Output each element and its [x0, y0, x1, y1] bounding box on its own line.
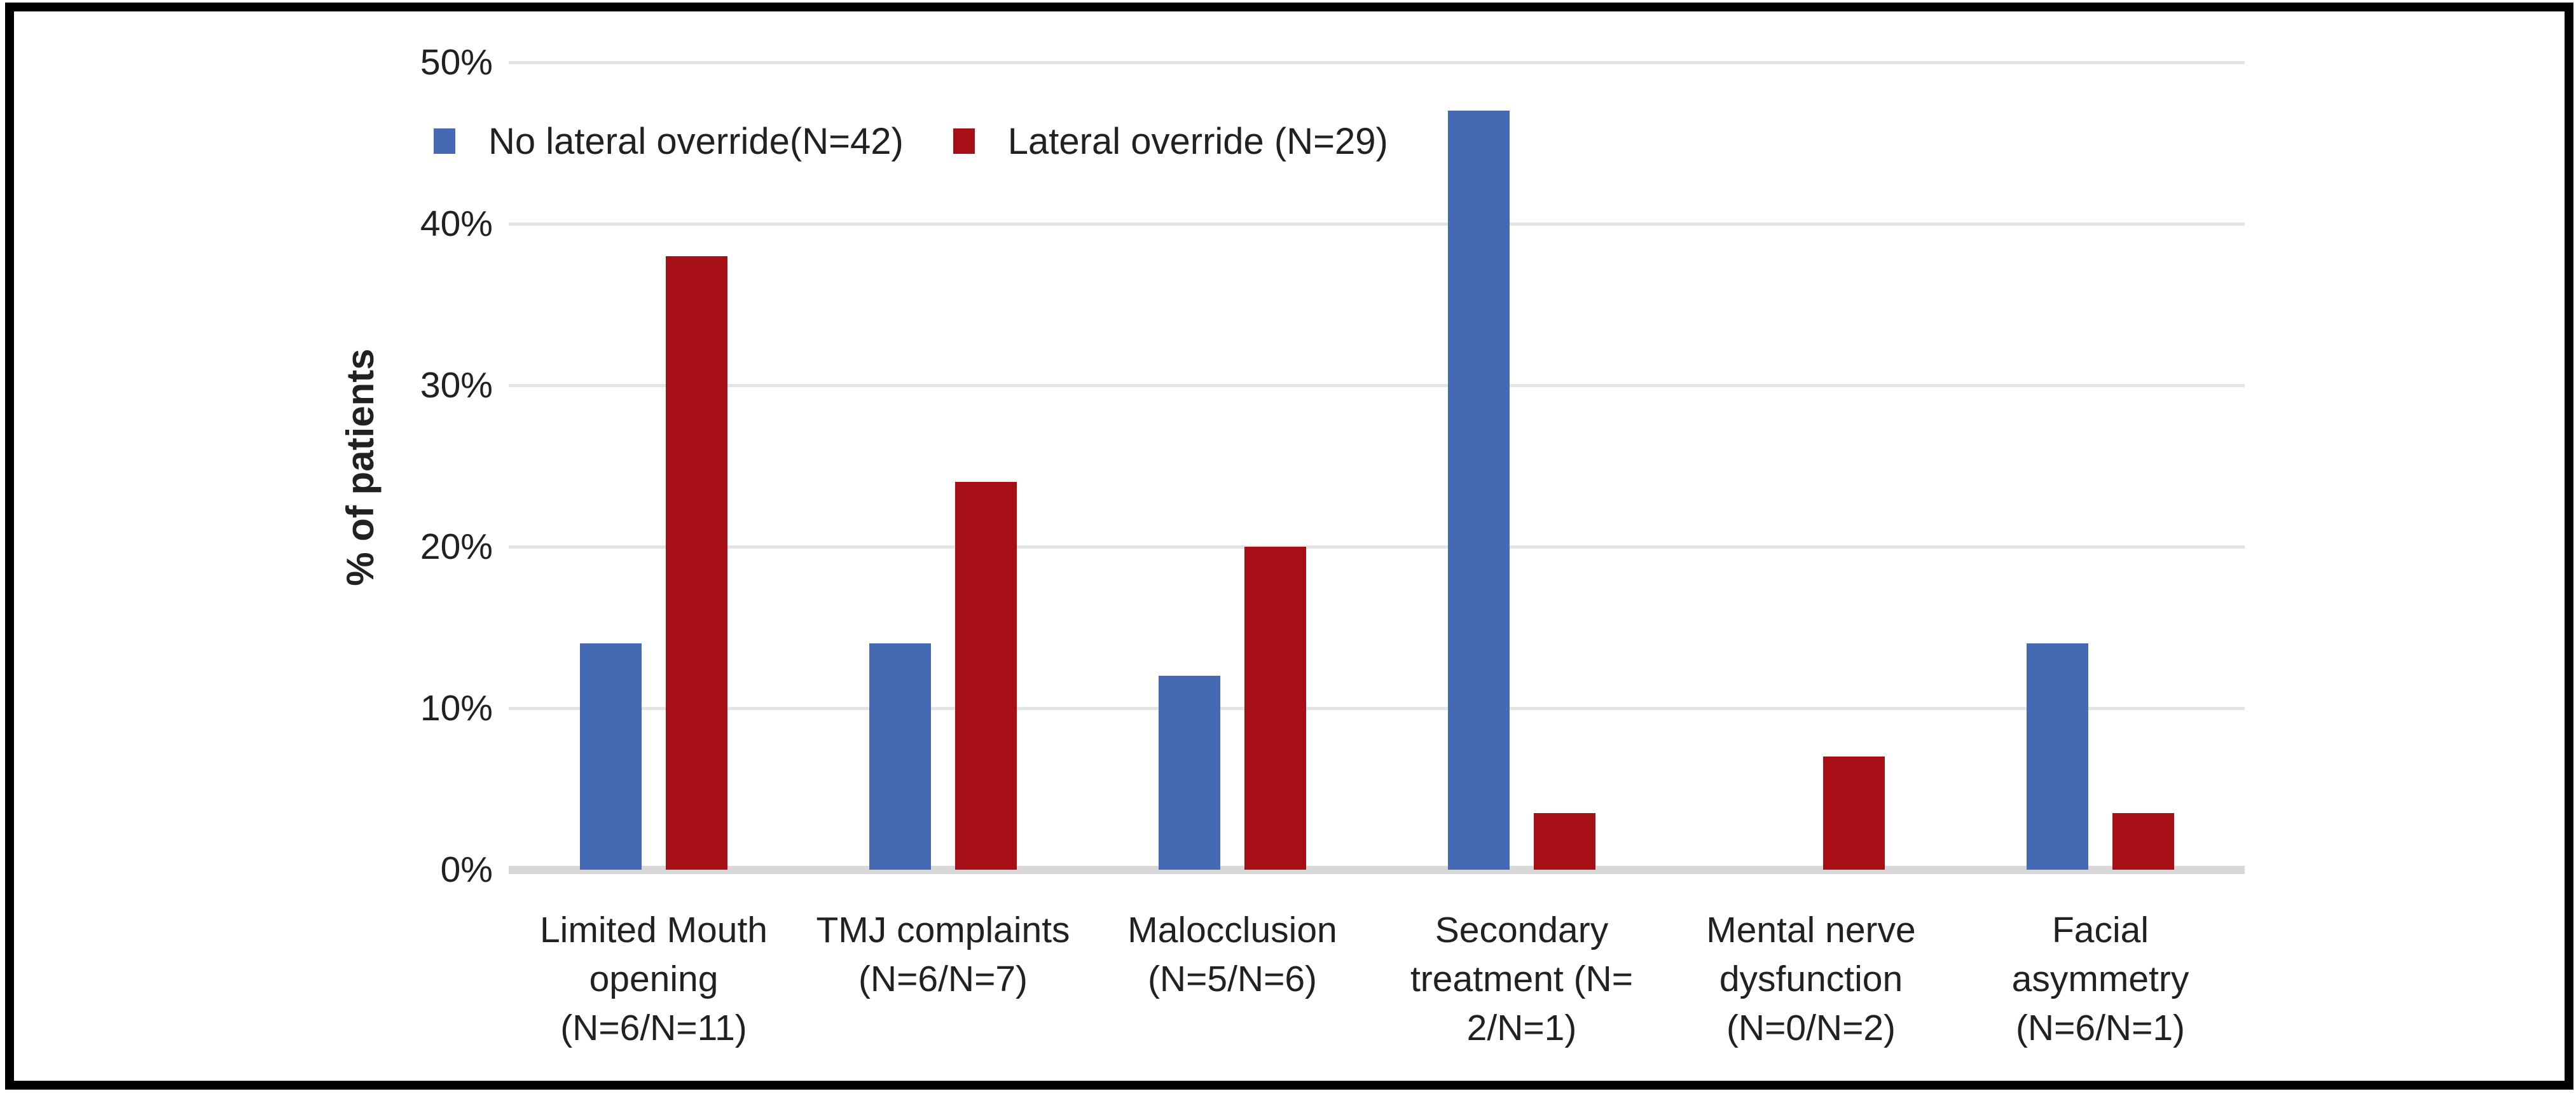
legend-label-no-lateral-override: No lateral override(N=42)	[488, 120, 904, 162]
category-label-line: 2/N=1)	[1466, 1008, 1577, 1048]
category-label-3: Secondary treatment (N= 2/N=1)	[1372, 906, 1671, 1053]
category-label-2: Malocclusion (N=5/N=6)	[1083, 906, 1382, 1004]
category-label-line: (N=0/N=2)	[1726, 1008, 1896, 1048]
gridline-20-percent	[509, 545, 2245, 549]
category-label-1: TMJ complaints (N=6/N=7)	[794, 906, 1092, 1004]
category-label-line: Malocclusion	[1127, 910, 1337, 950]
category-label-5: Facial asymmetry (N=6/N=1)	[1951, 906, 2250, 1053]
bar-series0-cat2	[1159, 676, 1220, 870]
category-label-4: Mental nerve dysfunction (N=0/N=2)	[1662, 906, 1960, 1053]
bar-series0-cat3	[1448, 111, 1510, 870]
category-label-0: Limited Mouth opening (N=6/N=11)	[504, 906, 803, 1053]
y-tick-40-percent: 40%	[420, 203, 493, 244]
category-label-line: dysfunction	[1719, 959, 1903, 999]
bar-series1-cat3	[1534, 813, 1595, 870]
bar-series0-cat5	[2027, 643, 2088, 870]
category-label-line: Secondary	[1435, 910, 1609, 950]
category-label-line: Facial	[2051, 910, 2149, 950]
bar-series0-cat1	[869, 643, 931, 870]
gridline-50-percent	[509, 61, 2245, 64]
category-label-line: (N=6/N=11)	[560, 1008, 747, 1048]
legend-item-lateral-override: Lateral override (N=29)	[953, 120, 1388, 163]
legend-item-no-lateral-override: No lateral override(N=42)	[434, 120, 904, 163]
gridline-30-percent	[509, 384, 2245, 387]
category-label-line: (N=5/N=6)	[1147, 959, 1318, 999]
category-label-line: TMJ complaints	[816, 910, 1070, 950]
y-tick-10-percent: 10%	[420, 688, 493, 729]
bar-series0-cat0	[580, 643, 642, 870]
bar-series1-cat0	[666, 256, 727, 870]
legend-swatch-blue	[434, 128, 455, 154]
gridline-40-percent	[509, 223, 2245, 226]
legend-swatch-red	[953, 128, 975, 154]
category-label-line: treatment (N=	[1410, 959, 1634, 999]
y-tick-20-percent: 20%	[420, 526, 493, 567]
category-label-line: opening	[589, 959, 719, 999]
category-label-line: Limited Mouth	[539, 910, 768, 950]
category-label-line: asymmetry	[2011, 959, 2189, 999]
x-axis-baseline	[509, 866, 2245, 874]
bar-series1-cat2	[1244, 547, 1306, 870]
y-tick-0-percent: 0%	[440, 849, 493, 890]
bar-series1-cat5	[2112, 813, 2174, 870]
category-label-line: (N=6/N=7)	[858, 959, 1028, 999]
legend-label-lateral-override: Lateral override (N=29)	[1007, 120, 1388, 162]
y-tick-30-percent: 30%	[420, 365, 493, 406]
y-tick-50-percent: 50%	[420, 42, 493, 83]
bar-series1-cat1	[955, 482, 1017, 870]
category-label-line: (N=6/N=1)	[2015, 1008, 2186, 1048]
y-axis-title: % of patients	[339, 348, 382, 586]
legend: No lateral override(N=42) Lateral overri…	[434, 120, 1388, 163]
category-label-line: Mental nerve	[1706, 910, 1916, 950]
gridline-10-percent	[509, 707, 2245, 710]
bar-series1-cat4	[1823, 757, 1885, 870]
